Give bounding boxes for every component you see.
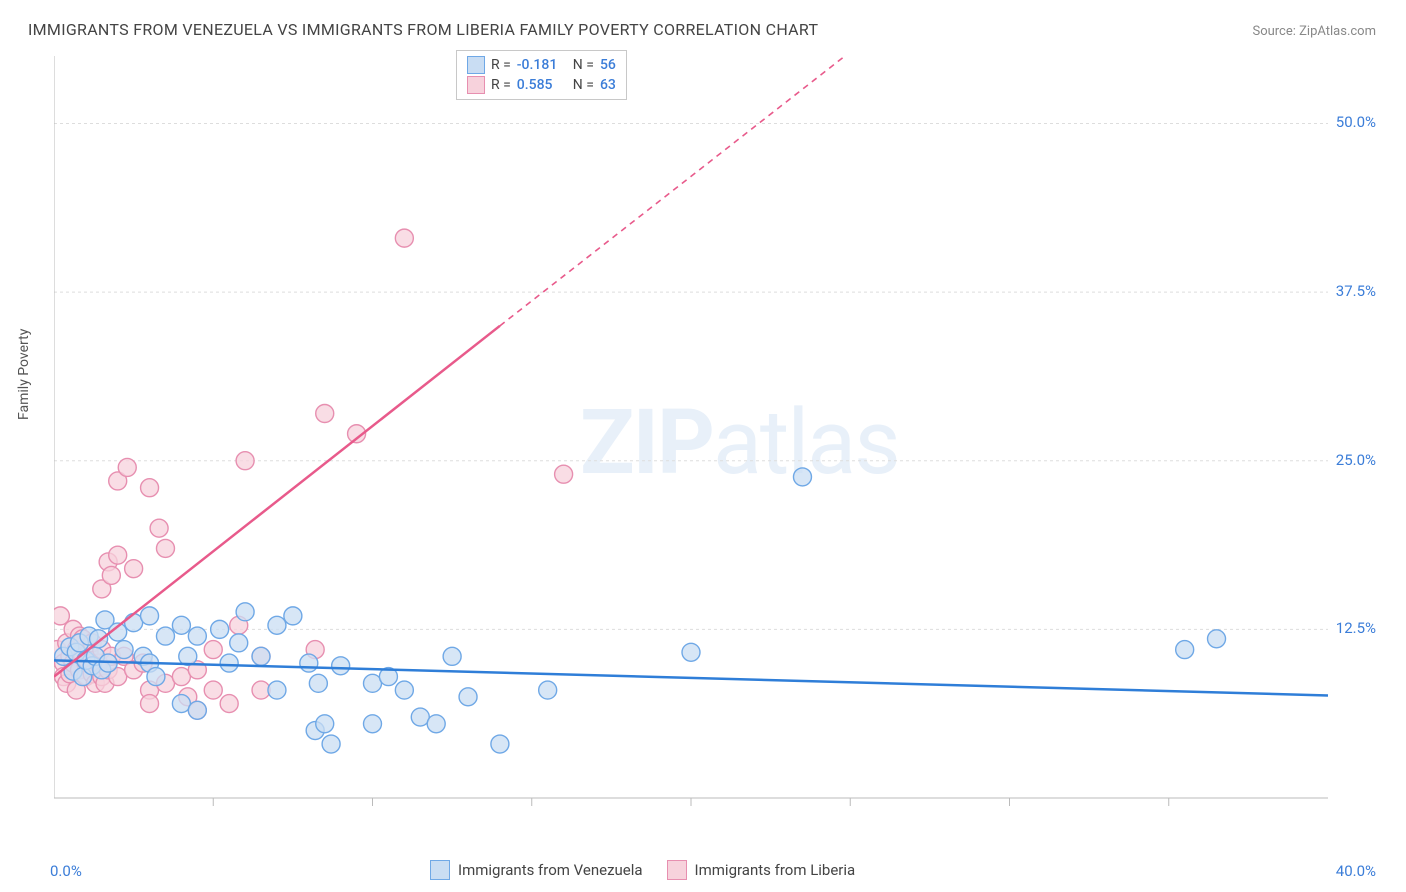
- y-tick: 12.5%: [1336, 619, 1376, 637]
- series-legend: Immigrants from Venezuela Immigrants fro…: [430, 860, 855, 880]
- legend-label: Immigrants from Liberia: [695, 861, 856, 879]
- swatch-liberia: [467, 76, 485, 94]
- x-tick-0: 0.0%: [50, 862, 82, 880]
- y-tick: 25.0%: [1336, 451, 1376, 469]
- scatter-plot: [54, 48, 1374, 838]
- swatch-venezuela: [467, 56, 485, 74]
- swatch-liberia-icon: [667, 860, 687, 880]
- y-tick: 50.0%: [1336, 113, 1376, 131]
- legend-item-liberia: Immigrants from Liberia: [667, 860, 856, 880]
- x-tick-1: 40.0%: [1336, 862, 1376, 880]
- legend-row-venezuela: R = -0.181 N = 56: [467, 55, 616, 75]
- chart-title: IMMIGRANTS FROM VENEZUELA VS IMMIGRANTS …: [28, 20, 818, 39]
- source-label: Source: ZipAtlas.com: [1252, 24, 1376, 39]
- correlation-legend: R = -0.181 N = 56 R = 0.585 N = 63: [456, 50, 627, 100]
- y-axis-label: Family Poverty: [16, 329, 32, 420]
- swatch-venezuela-icon: [430, 860, 450, 880]
- legend-label: Immigrants from Venezuela: [458, 861, 643, 879]
- y-tick: 37.5%: [1336, 282, 1376, 300]
- legend-row-liberia: R = 0.585 N = 63: [467, 75, 616, 95]
- legend-item-venezuela: Immigrants from Venezuela: [430, 860, 643, 880]
